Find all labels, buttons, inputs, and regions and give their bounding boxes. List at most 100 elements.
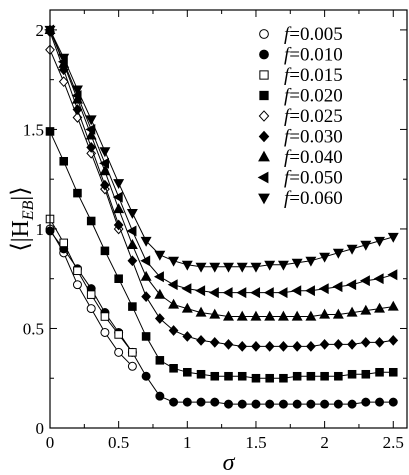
data-point [387, 269, 398, 281]
y-tick-label: 1 [36, 220, 45, 239]
data-point [277, 287, 288, 299]
data-point [181, 302, 193, 313]
data-point [278, 341, 289, 352]
data-point [208, 287, 219, 299]
legend-value: =0.025 [289, 106, 342, 127]
legend-value: =0.050 [289, 168, 342, 189]
data-point [333, 339, 344, 350]
data-point [196, 397, 206, 407]
data-point [86, 147, 97, 159]
data-point [114, 347, 124, 357]
data-point [196, 335, 206, 346]
data-point [250, 287, 261, 299]
data-point [195, 306, 207, 317]
legend-symbol: f [284, 127, 292, 148]
data-point [86, 290, 96, 299]
data-point [306, 399, 316, 409]
legend-value: =0.010 [289, 45, 342, 66]
data-point [258, 150, 270, 162]
legend-symbol: f [284, 147, 292, 168]
series-0.030 [45, 26, 399, 352]
data-point [346, 306, 358, 317]
data-point [183, 367, 192, 377]
legend-entry-label: f=0.015 [284, 65, 343, 86]
data-point [292, 399, 302, 409]
legend-value: =0.015 [289, 65, 342, 86]
data-point [320, 399, 330, 409]
data-point [195, 285, 206, 297]
data-point [86, 141, 97, 153]
data-point [224, 399, 233, 409]
data-point [334, 371, 343, 381]
data-point [182, 397, 192, 407]
data-point [305, 256, 317, 267]
data-point [259, 49, 269, 60]
y-tick-label: 0.5 [23, 319, 44, 338]
data-point [250, 310, 262, 321]
data-point [140, 236, 152, 247]
data-point [347, 339, 357, 350]
data-point [155, 356, 165, 365]
data-point [375, 367, 384, 377]
y-axis-label: ⟨|HEB|⟩ [8, 186, 37, 251]
data-point [182, 331, 193, 342]
series-0.010 [45, 226, 398, 409]
data-point [306, 371, 316, 381]
data-point [279, 373, 288, 383]
series-0.005 [45, 224, 137, 371]
legend-value: =0.005 [289, 24, 342, 45]
series-0.050 [44, 24, 398, 299]
x-axis-label: σ [223, 450, 236, 475]
data-point [332, 281, 343, 293]
data-point [373, 273, 384, 285]
data-point [291, 258, 303, 269]
series-0.020 [45, 127, 398, 383]
legend-entry-label: f=0.030 [284, 127, 343, 148]
legend-entry-label: f=0.005 [284, 24, 343, 45]
data-point [264, 341, 275, 352]
data-point [251, 341, 261, 352]
data-point [332, 308, 344, 319]
x-tick-label: 1.5 [245, 433, 266, 452]
series-0.060 [44, 25, 399, 273]
series-line [49, 49, 120, 230]
data-point [278, 399, 288, 409]
data-point [277, 310, 289, 321]
data-point [387, 300, 399, 311]
data-point [265, 373, 274, 383]
x-tick-label: 2.5 [383, 433, 404, 452]
data-point [140, 270, 152, 281]
data-point [195, 262, 207, 273]
data-point [251, 399, 261, 409]
data-point [86, 304, 96, 314]
data-point [72, 280, 82, 290]
legend-value: =0.030 [289, 127, 342, 148]
data-point [319, 339, 330, 350]
data-point [306, 341, 316, 352]
data-point [154, 288, 166, 299]
x-tick-label: 2 [320, 433, 329, 452]
data-point [209, 262, 221, 273]
data-point [141, 291, 151, 302]
x-tick-label: 0.5 [108, 433, 129, 452]
legend-symbol: f [284, 24, 292, 45]
y-tick-label: 2 [36, 21, 45, 40]
legend-entry-label: f=0.050 [284, 168, 343, 189]
legend-symbol: f [284, 106, 292, 127]
data-point [374, 236, 386, 247]
data-point [263, 287, 274, 299]
legend-entry-label: f=0.010 [284, 45, 343, 66]
data-point [388, 397, 398, 407]
data-point [347, 369, 357, 379]
data-point [58, 53, 70, 64]
data-point [359, 275, 370, 287]
data-point [236, 287, 247, 299]
data-point [236, 310, 248, 321]
data-point [154, 250, 166, 261]
legend-symbol: f [284, 168, 292, 189]
data-point [59, 238, 69, 248]
data-point [388, 335, 399, 346]
data-point [99, 147, 111, 158]
legend-entry-label: f=0.020 [284, 86, 343, 107]
